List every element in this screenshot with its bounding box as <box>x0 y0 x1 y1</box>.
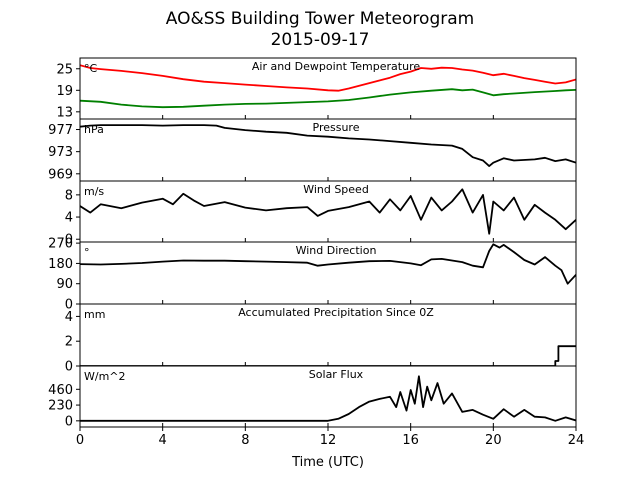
panel-title: Solar Flux <box>309 368 364 381</box>
y-tick-label: 270 <box>48 237 73 252</box>
x-tick-label: 0 <box>76 433 84 448</box>
x-tick-label: 16 <box>402 433 419 448</box>
panel-unit: °C <box>84 62 98 75</box>
y-tick-label: 977 <box>48 123 73 138</box>
y-tick-label: 0 <box>65 298 73 313</box>
panel-0: 13 19 25 Air and Dewpoint Temperature °C <box>56 57 577 120</box>
x-tick-label: 20 <box>485 433 502 448</box>
y-tick-label: 969 <box>48 167 73 182</box>
y-tick-label: 0 <box>65 360 73 375</box>
panel-title: Accumulated Precipitation Since 0Z <box>238 306 434 319</box>
panel-unit: W/m^2 <box>84 370 126 383</box>
y-tick-label: 25 <box>56 62 73 77</box>
y-tick-label: 19 <box>56 84 73 99</box>
series-line-2-0 <box>80 188 576 235</box>
figure-title-line1: AO&SS Building Tower Meteorogram <box>166 9 474 29</box>
panel-4: 0 2 4 Accumulated Precipitation Since 0Z mm <box>65 303 577 375</box>
panel-unit: mm <box>84 308 105 321</box>
panel-title: Wind Speed <box>303 183 369 196</box>
series-line-0-0 <box>80 64 576 92</box>
series-line-4-0 <box>80 345 576 366</box>
panel-1: 969 973 977 Pressure hPa <box>48 118 577 182</box>
x-axis-label: Time (UTC) <box>291 455 364 470</box>
x-tick-label: 4 <box>159 433 167 448</box>
series-line-5-0 <box>80 375 576 422</box>
panel-title: Air and Dewpoint Temperature <box>252 60 420 73</box>
y-tick-label: 13 <box>56 105 73 120</box>
y-tick-label: 8 <box>65 188 73 203</box>
y-tick-label: 230 <box>48 399 73 414</box>
y-tick-label: 90 <box>56 277 73 292</box>
x-tick-label: 24 <box>568 433 585 448</box>
y-tick-label: 0 <box>65 414 73 429</box>
panel-unit: m/s <box>84 185 104 198</box>
y-tick-label: 180 <box>48 257 73 272</box>
panel-3: 0 90 180 270 Wind Direction ° <box>48 237 577 313</box>
figure-title-line2: 2015-09-17 <box>271 30 370 50</box>
series-line-1-0 <box>80 124 576 168</box>
series-line-3-0 <box>80 243 576 285</box>
x-tick-label: 12 <box>320 433 337 448</box>
panel-title: Wind Direction <box>296 244 377 257</box>
y-tick-label: 973 <box>48 145 73 160</box>
y-tick-label: 2 <box>65 335 73 350</box>
x-axis: 0 4 8 12 16 20 24 <box>76 427 584 448</box>
panel-unit: ° <box>84 246 90 259</box>
panel-unit: hPa <box>84 123 104 136</box>
x-tick-label: 8 <box>241 433 249 448</box>
y-tick-label: 460 <box>48 383 73 398</box>
y-tick-label: 4 <box>65 211 73 226</box>
y-tick-label: 0 <box>65 233 73 248</box>
y-tick-label: 4 <box>65 310 73 325</box>
panel-title: Pressure <box>313 121 360 134</box>
series-line-0-1 <box>80 88 576 109</box>
panel-2: 0 4 8 Wind Speed m/s <box>65 180 577 248</box>
